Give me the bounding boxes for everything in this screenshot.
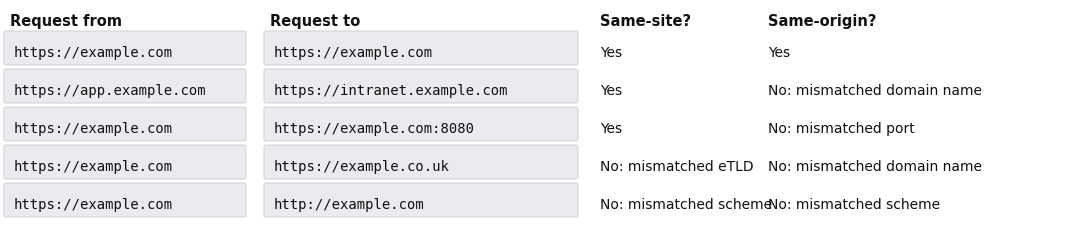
Text: https://example.com:8080: https://example.com:8080 [274,121,475,135]
Text: Yes: Yes [600,46,622,60]
Text: Request to: Request to [270,14,361,29]
FancyBboxPatch shape [4,32,246,66]
FancyBboxPatch shape [264,183,578,217]
FancyBboxPatch shape [264,70,578,104]
FancyBboxPatch shape [264,108,578,141]
Text: No: mismatched domain name: No: mismatched domain name [768,159,982,173]
FancyBboxPatch shape [264,145,578,179]
Text: Yes: Yes [600,121,622,135]
Text: No: mismatched scheme: No: mismatched scheme [768,197,940,211]
Text: No: mismatched port: No: mismatched port [768,121,915,135]
Text: Same-site?: Same-site? [600,14,691,29]
Text: No: mismatched eTLD: No: mismatched eTLD [600,159,753,173]
Text: Yes: Yes [768,46,790,60]
Text: Same-origin?: Same-origin? [768,14,876,29]
Text: https://example.com: https://example.com [14,121,173,135]
Text: https://example.com: https://example.com [274,46,433,60]
Text: No: mismatched domain name: No: mismatched domain name [768,84,982,98]
Text: https://app.example.com: https://app.example.com [14,84,207,98]
Text: Request from: Request from [10,14,122,29]
Text: https://example.co.uk: https://example.co.uk [274,159,450,173]
Text: No: mismatched scheme: No: mismatched scheme [600,197,772,211]
Text: https://example.com: https://example.com [14,197,173,211]
FancyBboxPatch shape [4,145,246,179]
Text: https://intranet.example.com: https://intranet.example.com [274,84,509,98]
Text: https://example.com: https://example.com [14,159,173,173]
Text: http://example.com: http://example.com [274,197,425,211]
FancyBboxPatch shape [4,108,246,141]
FancyBboxPatch shape [4,70,246,104]
Text: Yes: Yes [600,84,622,98]
Text: https://example.com: https://example.com [14,46,173,60]
FancyBboxPatch shape [4,183,246,217]
FancyBboxPatch shape [264,32,578,66]
